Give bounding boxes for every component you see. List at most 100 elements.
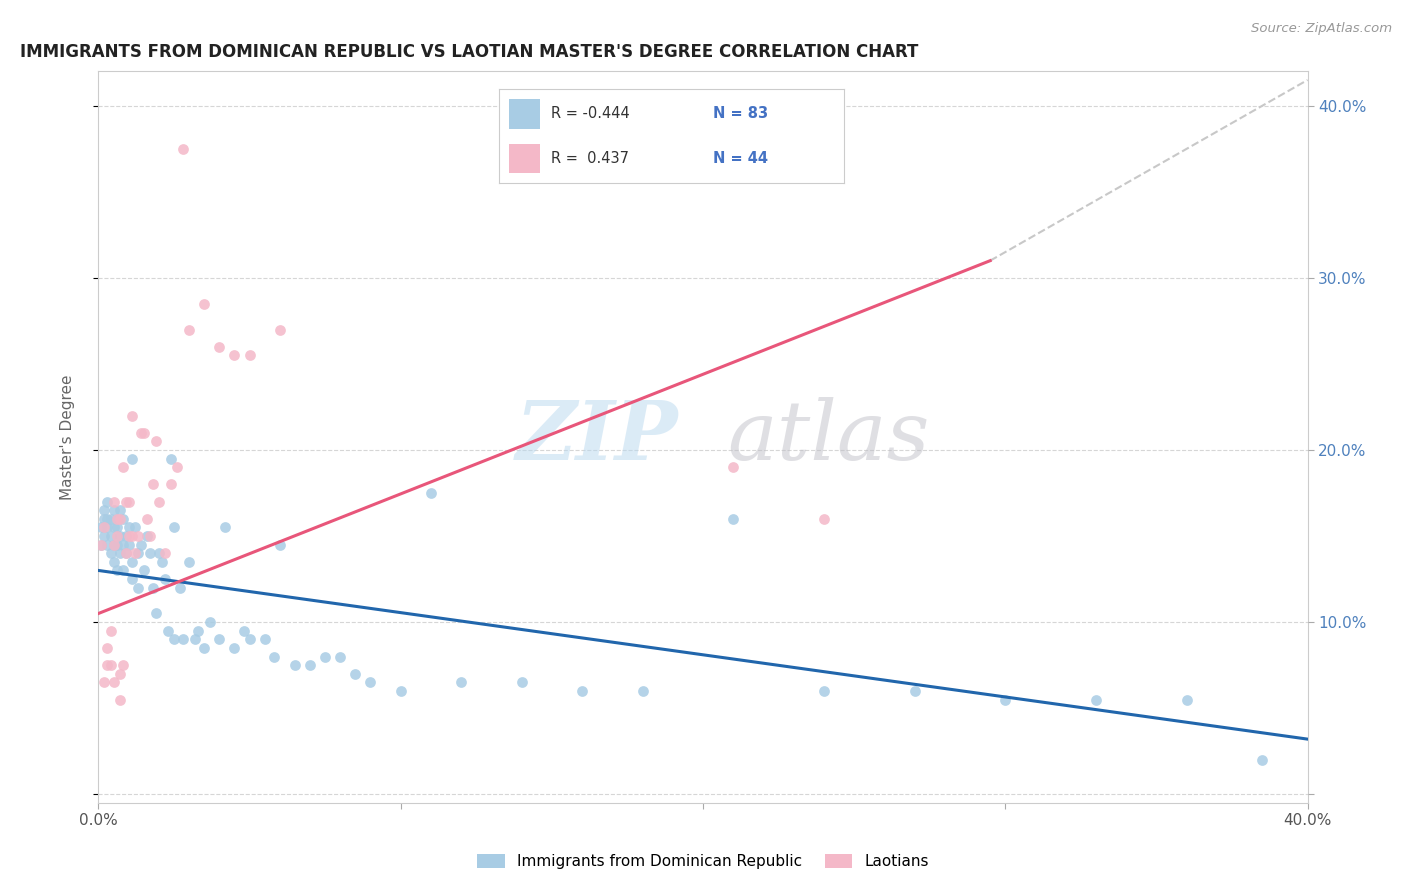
- Point: [100, 546, 122, 560]
- Point: [93, 520, 115, 534]
- Point: [163, 520, 186, 534]
- Point: [105, 529, 128, 543]
- Point: [169, 581, 191, 595]
- Point: [510, 675, 533, 690]
- Point: [90, 538, 112, 552]
- Point: [160, 451, 183, 466]
- Point: [96, 520, 118, 534]
- Point: [172, 632, 194, 647]
- Point: [420, 486, 443, 500]
- Point: [150, 555, 173, 569]
- Point: [105, 520, 128, 534]
- Bar: [509, 98, 540, 128]
- Point: [96, 512, 118, 526]
- Point: [1175, 692, 1198, 706]
- Point: [108, 692, 131, 706]
- Point: [263, 649, 285, 664]
- Point: [118, 529, 141, 543]
- Point: [93, 503, 115, 517]
- Point: [329, 649, 352, 664]
- Point: [571, 684, 593, 698]
- Point: [214, 520, 236, 534]
- Point: [118, 494, 141, 508]
- Point: [142, 477, 165, 491]
- Point: [105, 512, 128, 526]
- Point: [96, 494, 118, 508]
- Point: [100, 624, 122, 638]
- Point: [90, 520, 112, 534]
- Point: [127, 546, 149, 560]
- Point: [114, 494, 136, 508]
- Point: [111, 538, 134, 552]
- Point: [103, 538, 125, 552]
- Text: R = -0.444: R = -0.444: [551, 106, 630, 121]
- Point: [114, 529, 136, 543]
- Point: [103, 503, 125, 517]
- Text: Source: ZipAtlas.com: Source: ZipAtlas.com: [1251, 22, 1392, 36]
- Point: [208, 632, 231, 647]
- Point: [145, 607, 167, 621]
- Point: [232, 624, 254, 638]
- Point: [103, 555, 125, 569]
- Point: [127, 581, 149, 595]
- Point: [139, 529, 162, 543]
- Point: [114, 546, 136, 560]
- Point: [100, 529, 122, 543]
- Point: [111, 564, 134, 578]
- Point: [96, 640, 118, 655]
- Point: [184, 632, 207, 647]
- Point: [103, 675, 125, 690]
- Point: [253, 632, 276, 647]
- Point: [108, 512, 131, 526]
- Text: N = 44: N = 44: [713, 151, 768, 166]
- Point: [111, 460, 134, 475]
- Point: [193, 296, 215, 310]
- Point: [723, 460, 745, 475]
- Point: [179, 322, 201, 336]
- Point: [450, 675, 472, 690]
- Point: [269, 322, 291, 336]
- Point: [121, 572, 143, 586]
- Point: [96, 538, 118, 552]
- Point: [129, 425, 152, 440]
- Point: [105, 538, 128, 552]
- Point: [208, 340, 231, 354]
- Point: [93, 529, 115, 543]
- Point: [105, 564, 128, 578]
- Point: [163, 632, 186, 647]
- Point: [103, 520, 125, 534]
- Point: [90, 538, 112, 552]
- Point: [193, 640, 215, 655]
- Point: [187, 624, 209, 638]
- Point: [103, 494, 125, 508]
- Point: [344, 666, 367, 681]
- Point: [108, 666, 131, 681]
- Point: [631, 684, 654, 698]
- Text: N = 83: N = 83: [713, 106, 768, 121]
- Point: [108, 546, 131, 560]
- Text: ZIP: ZIP: [516, 397, 679, 477]
- Point: [111, 658, 134, 673]
- Point: [118, 520, 141, 534]
- Point: [118, 538, 141, 552]
- Point: [224, 640, 246, 655]
- Point: [135, 512, 157, 526]
- Point: [269, 538, 291, 552]
- Point: [121, 529, 143, 543]
- Point: [127, 529, 149, 543]
- Point: [299, 658, 322, 673]
- Point: [156, 624, 179, 638]
- Point: [813, 684, 835, 698]
- Point: [153, 546, 176, 560]
- Bar: [509, 144, 540, 173]
- Point: [148, 494, 170, 508]
- Point: [93, 675, 115, 690]
- Point: [904, 684, 927, 698]
- Point: [224, 348, 246, 362]
- Point: [124, 520, 146, 534]
- Point: [360, 675, 382, 690]
- Point: [100, 658, 122, 673]
- Point: [129, 538, 152, 552]
- Point: [284, 658, 307, 673]
- Point: [111, 512, 134, 526]
